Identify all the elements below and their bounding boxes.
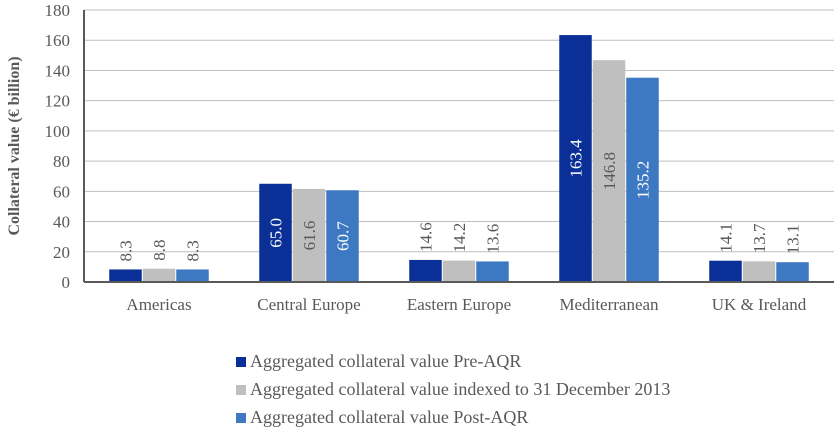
legend-label: Aggregated collateral value indexed to 3… [250, 378, 671, 399]
legend-swatch [236, 413, 246, 423]
bar [776, 262, 809, 282]
legend: Aggregated collateral value Pre-AQR Aggr… [236, 347, 670, 431]
bar-chart: 0 20 40 60 80 100 120 140 160 180 Americas Central… [6, 1, 834, 314]
y-tick-label: 60 [53, 182, 70, 201]
y-tick-label: 100 [45, 122, 71, 141]
data-label: 8.8 [150, 239, 169, 260]
legend-item-pre-aqr: Aggregated collateral value Pre-AQR [236, 347, 670, 375]
bar [442, 260, 476, 282]
category-label: Central Europe [257, 295, 360, 314]
y-tick-label: 40 [53, 213, 70, 232]
y-tick-label: 160 [45, 31, 71, 50]
legend-swatch [236, 385, 246, 395]
data-labels: 8.3 8.8 8.3 65.0 61.6 60.7 14.6 14.2 13.6 163.4 14… [117, 139, 803, 262]
bar [559, 35, 592, 283]
y-tick-label: 140 [45, 61, 71, 80]
legend-item-indexed: Aggregated collateral value indexed to 3… [236, 375, 670, 403]
data-label: 14.2 [450, 223, 469, 253]
data-label: 163.4 [567, 139, 586, 178]
data-label: 146.8 [600, 152, 619, 190]
data-label: 14.6 [417, 222, 436, 252]
bar [409, 259, 442, 282]
axes [83, 10, 834, 283]
bar [142, 268, 176, 282]
legend-item-post-aqr: Aggregated collateral value Post-AQR [236, 403, 670, 431]
data-label: 13.1 [784, 224, 803, 254]
y-tick-label: 20 [53, 243, 70, 262]
legend-label: Aggregated collateral value Post-AQR [250, 406, 529, 427]
bar [259, 183, 292, 282]
category-labels: Americas Central Europe Eastern Europe Medi… [126, 295, 806, 314]
data-label: 13.7 [750, 223, 769, 253]
y-tick-label: 0 [62, 273, 71, 292]
data-label: 8.3 [184, 240, 203, 261]
legend-label: Aggregated collateral value Pre-AQR [250, 350, 522, 371]
bar [326, 190, 359, 282]
y-tick-label: 80 [53, 152, 70, 171]
data-label: 60.7 [334, 221, 353, 251]
category-label: Americas [126, 295, 191, 314]
data-label: 13.6 [484, 224, 503, 254]
bar [476, 261, 509, 282]
bar [292, 188, 326, 282]
gridlines [84, 9, 834, 253]
category-label: UK & Ireland [712, 295, 807, 314]
bar [742, 261, 776, 282]
data-label: 61.6 [300, 221, 319, 251]
bar [176, 269, 209, 282]
y-tick-label: 180 [45, 1, 71, 20]
data-label: 8.3 [117, 240, 136, 261]
data-label: 135.2 [634, 161, 653, 199]
bars [109, 35, 809, 283]
category-label: Mediterranean [559, 295, 659, 314]
y-tick-labels: 0 20 40 60 80 100 120 140 160 180 [45, 1, 71, 292]
bar [592, 60, 626, 283]
legend-swatch [236, 357, 246, 367]
y-axis-title: Collateral value (€ billion) [6, 56, 23, 235]
bar [626, 77, 659, 282]
data-label: 14.1 [717, 223, 736, 253]
bar [709, 260, 742, 282]
y-tick-label: 120 [45, 92, 71, 111]
data-label: 65.0 [267, 218, 286, 248]
bar [109, 269, 142, 282]
category-label: Eastern Europe [407, 295, 511, 314]
